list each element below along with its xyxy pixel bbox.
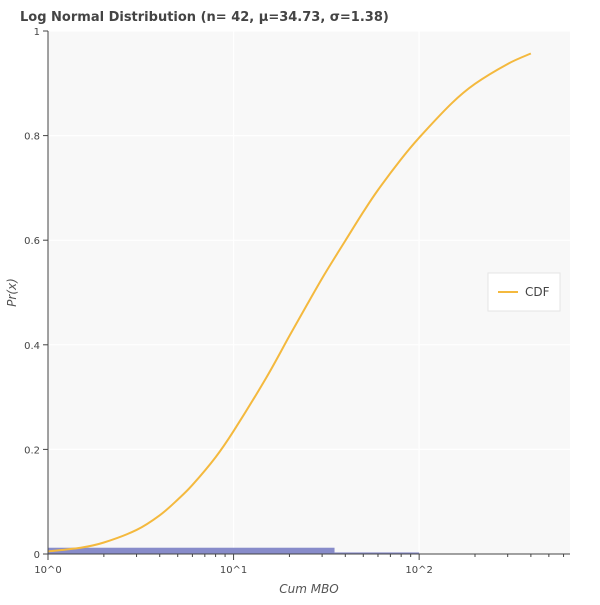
chart-title: Log Normal Distribution (n= 42, μ=34.73,… [20, 10, 389, 25]
histogram-bar [48, 547, 335, 554]
x-tick-label: 10^2 [405, 565, 432, 576]
legend-label: CDF [525, 285, 550, 299]
y-tick-label: 0.6 [24, 236, 40, 247]
histogram-bar [334, 552, 420, 554]
axis-layer: 0 0.2 0.4 0.6 0.8 1 10^0 10^1 10^2 [24, 27, 570, 576]
y-tick-label: 0.8 [24, 132, 40, 143]
y-tick-label: 0.2 [24, 445, 40, 456]
x-axis-label: Cum MBO [279, 582, 339, 596]
plot-background [48, 31, 570, 554]
x-tick-label: 10^1 [220, 565, 247, 576]
histogram-layer [48, 547, 420, 554]
y-tick-label: 0.4 [24, 341, 40, 352]
x-tick-label: 10^0 [34, 565, 61, 576]
y-axis-label: Pr(x) [5, 278, 19, 307]
y-tick-label: 1 [34, 27, 40, 38]
series-line-cdf [47, 52, 532, 553]
series-layer [47, 52, 532, 553]
legend: CDF [487, 272, 561, 312]
y-tick-label: 0 [34, 550, 40, 561]
